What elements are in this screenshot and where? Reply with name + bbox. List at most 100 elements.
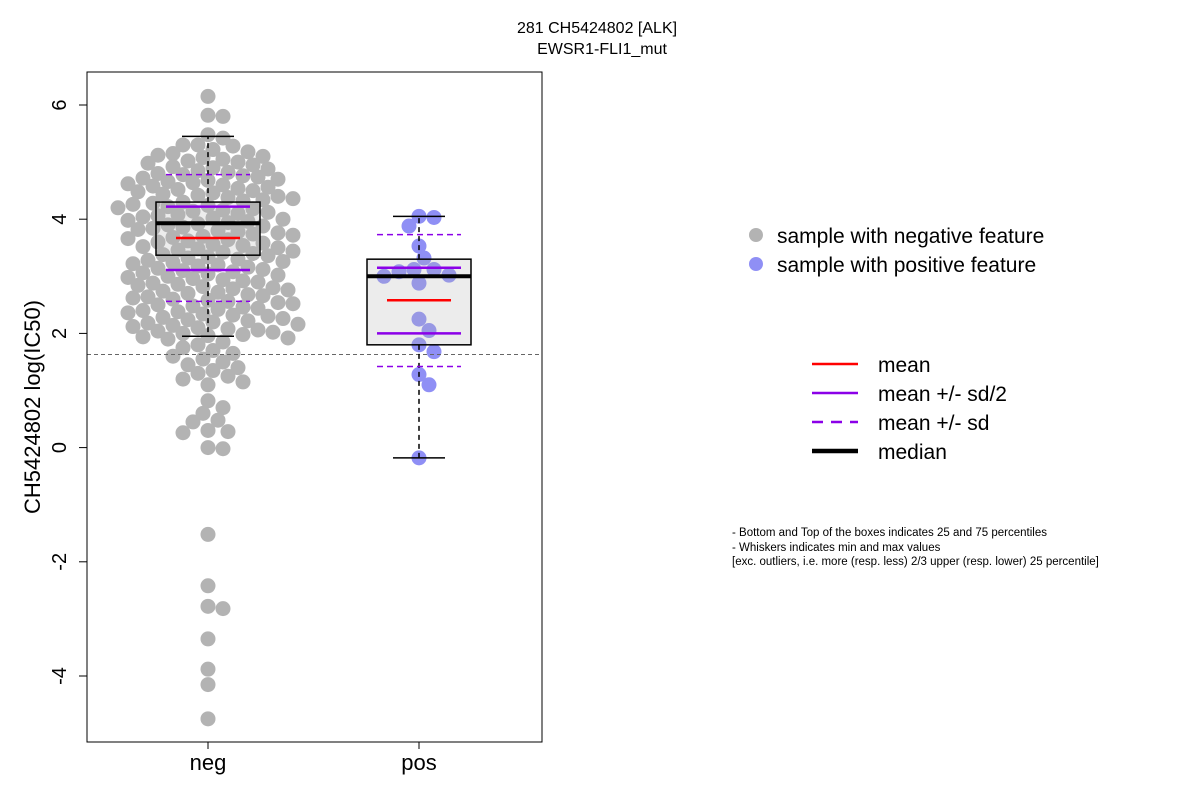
point-neg <box>200 677 216 693</box>
point-neg <box>190 337 206 353</box>
point-neg <box>245 201 261 217</box>
point-neg <box>200 107 216 123</box>
point-neg <box>220 424 236 440</box>
point-neg <box>230 224 246 240</box>
point-neg <box>200 526 216 542</box>
point-neg <box>200 631 216 647</box>
y-tick-label: 4 <box>49 214 71 225</box>
point-neg <box>240 144 256 160</box>
point-neg <box>150 323 166 339</box>
point-neg <box>255 148 271 164</box>
point-neg <box>175 371 191 387</box>
point-pos <box>406 261 422 277</box>
point-neg <box>200 661 216 677</box>
point-neg <box>140 252 156 268</box>
point-neg <box>270 267 286 283</box>
point-neg <box>255 261 271 277</box>
y-axis-label: CH5424802 log(IC50) <box>20 300 45 514</box>
point-neg <box>245 183 261 199</box>
point-neg <box>200 393 216 409</box>
neg-box <box>155 201 261 256</box>
legend-label-negative: sample with negative feature <box>777 225 1044 248</box>
y-tick-label: 0 <box>49 442 71 453</box>
point-neg <box>215 272 231 288</box>
point-neg <box>275 211 291 227</box>
point-neg <box>245 245 261 261</box>
point-neg <box>285 191 301 207</box>
point-neg <box>175 167 191 183</box>
point-neg <box>135 329 151 345</box>
point-neg <box>250 322 266 338</box>
point-neg <box>195 279 211 295</box>
point-neg <box>235 237 251 253</box>
point-neg <box>120 231 136 247</box>
point-neg <box>285 296 301 312</box>
point-neg <box>155 283 171 299</box>
legend-marker-positive <box>749 257 763 271</box>
point-neg <box>190 320 206 336</box>
point-neg <box>145 275 161 291</box>
y-tick-label: -2 <box>49 553 71 571</box>
box-plots <box>155 135 472 459</box>
point-neg <box>260 248 276 264</box>
point-neg <box>160 268 176 284</box>
point-neg <box>210 301 226 317</box>
point-pos <box>421 377 437 393</box>
point-neg <box>125 256 141 272</box>
point-neg <box>285 243 301 259</box>
point-neg <box>215 244 231 260</box>
point-neg <box>150 208 166 224</box>
point-neg <box>225 307 241 323</box>
point-neg <box>205 236 221 252</box>
legend-label-positive: sample with positive feature <box>777 254 1036 277</box>
point-neg <box>210 257 226 273</box>
point-neg <box>135 239 151 255</box>
point-neg <box>170 182 186 198</box>
point-neg <box>275 253 291 269</box>
y-tick-label: 2 <box>49 328 71 339</box>
point-neg <box>125 196 141 212</box>
point-neg <box>265 324 281 340</box>
point-neg <box>245 157 261 173</box>
legend-lines: mean mean +/- sd/2 mean +/- sd median <box>812 354 1007 464</box>
point-neg <box>125 290 141 306</box>
point-neg <box>195 228 211 244</box>
chart-subtitle: EWSR1-FLI1_mut <box>537 41 667 58</box>
point-neg <box>215 601 231 617</box>
point-neg <box>170 207 186 223</box>
point-neg <box>205 363 221 379</box>
point-neg <box>175 137 191 153</box>
point-pos <box>401 218 417 234</box>
point-neg <box>260 161 276 177</box>
plot-frame <box>86 71 543 743</box>
point-neg <box>270 225 286 241</box>
point-neg <box>165 291 181 307</box>
point-neg <box>240 259 256 275</box>
point-neg <box>200 88 216 104</box>
point-neg <box>210 284 226 300</box>
point-neg <box>200 422 216 438</box>
point-neg <box>205 160 221 176</box>
point-neg <box>200 377 216 393</box>
point-neg <box>225 281 241 297</box>
point-neg <box>270 171 286 187</box>
point-pos <box>426 209 442 225</box>
point-neg <box>170 304 186 320</box>
chart-title: 281 CH5424802 [ALK] <box>517 20 677 37</box>
x-tick-label: pos <box>401 750 436 775</box>
point-neg <box>165 317 181 333</box>
point-neg <box>135 170 151 186</box>
point-neg <box>225 264 241 280</box>
footnote-outliers: [exc. outliers, i.e. more (resp. less) 2… <box>732 556 1099 568</box>
point-neg <box>235 299 251 315</box>
point-neg <box>240 313 256 329</box>
point-neg <box>235 273 251 289</box>
point-neg <box>130 277 146 293</box>
point-pos <box>411 311 427 327</box>
point-neg <box>155 186 171 202</box>
point-neg <box>180 250 196 266</box>
point-neg <box>235 193 251 209</box>
footnotes: - Bottom and Top of the boxes indicates … <box>732 527 1099 568</box>
point-neg <box>155 309 171 325</box>
point-neg <box>125 319 141 335</box>
